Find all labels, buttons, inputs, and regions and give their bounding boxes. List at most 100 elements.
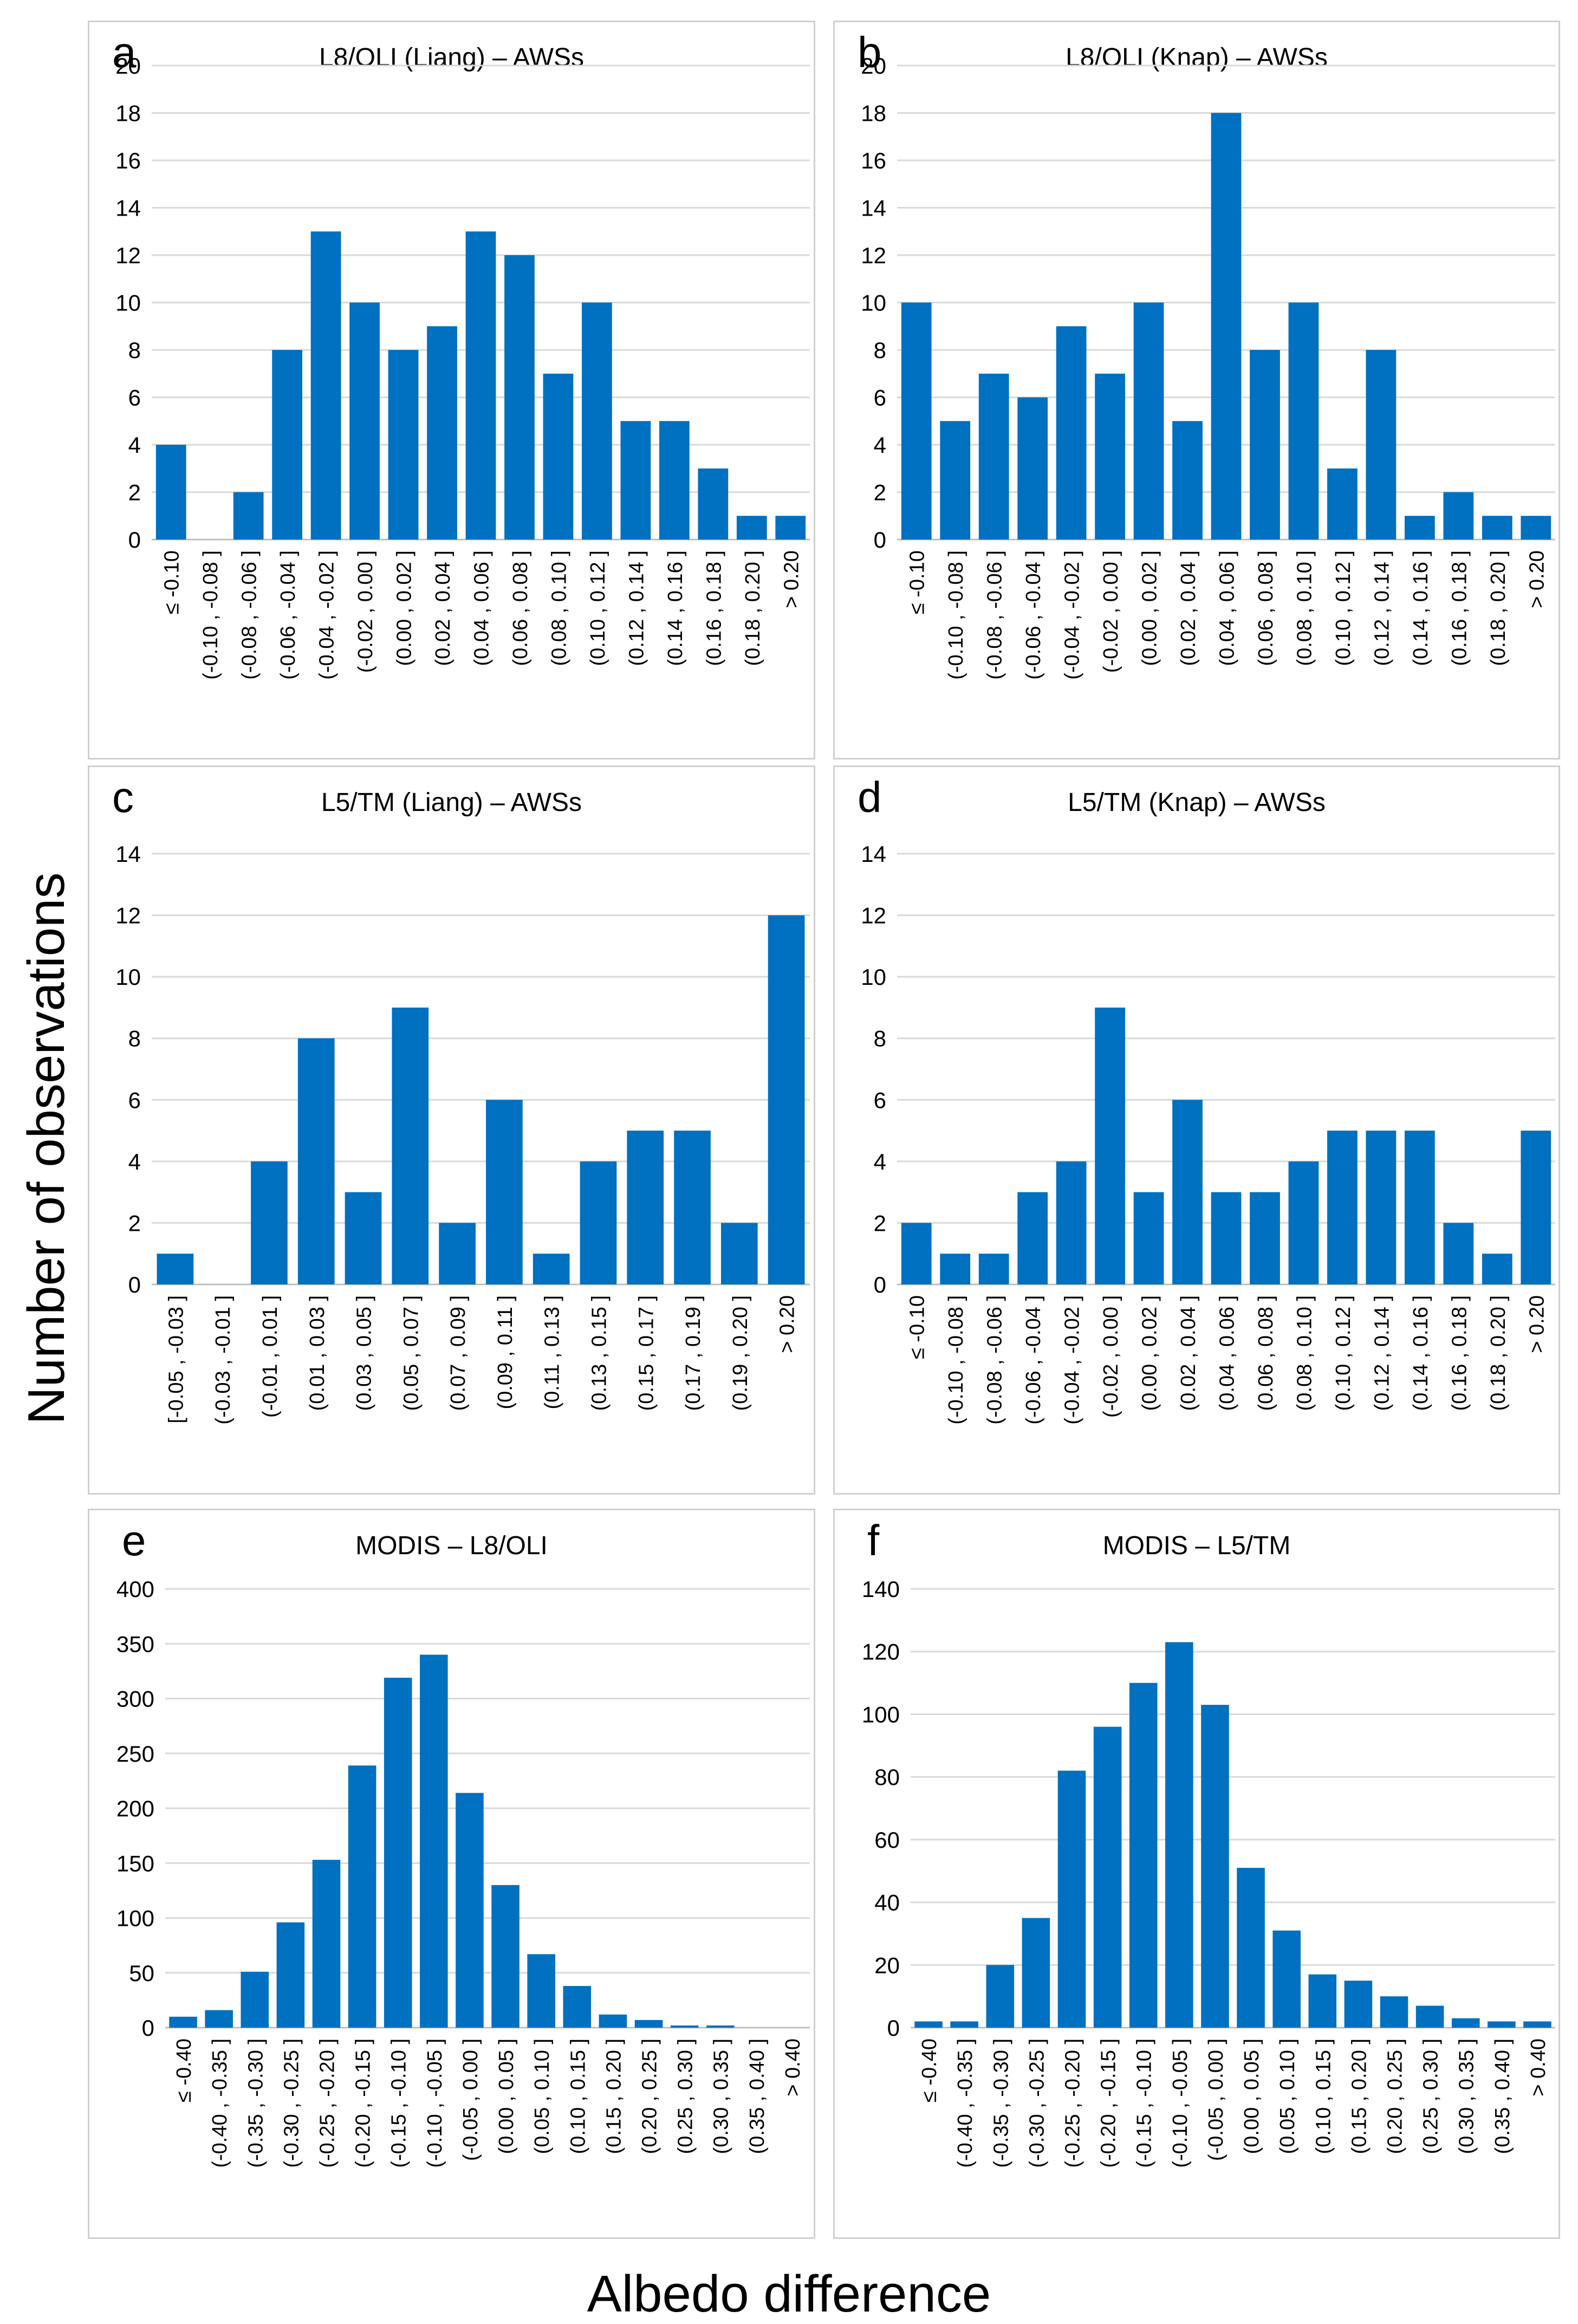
bar — [384, 1678, 412, 2028]
y-tick-label: 80 — [874, 1764, 900, 1790]
panel-letter: e — [122, 1516, 146, 1565]
chart-plot: 0 20 40 60 80 100 120 140 ≤ -0.40 (-0.40 , -0.35 … — [862, 1576, 1555, 2168]
bar — [582, 302, 612, 540]
y-tick-label: 12 — [861, 903, 886, 929]
x-axis-label: Albedo difference — [587, 2265, 991, 2323]
x-tick-label: (-0.08 , -0.06 ] — [238, 550, 261, 680]
x-tick-label: (0.05 , 0.07 ] — [400, 1295, 423, 1411]
x-tick-label: (-0.06 , -0.04 ] — [277, 550, 300, 680]
chart-title: L8/OLI (Knap) – AWSs — [1066, 43, 1328, 72]
bar — [1521, 516, 1551, 540]
x-tick-label: (0.15 , 0.20 ] — [602, 2039, 625, 2154]
bar — [1366, 350, 1397, 540]
bar — [1095, 1007, 1125, 1284]
x-tick-label: (0.12 , 0.14 ] — [625, 550, 648, 666]
bar — [427, 326, 457, 540]
x-tick-label: (0.07 , 0.09 ] — [447, 1295, 470, 1411]
x-tick-label: (0.12 , 0.14 ] — [1371, 550, 1393, 666]
y-tick-label: 16 — [861, 148, 886, 173]
x-tick-label: (-0.02 , 0.00 ] — [354, 550, 377, 673]
bar — [543, 373, 574, 540]
x-tick-label: (-0.06 , -0.04 ] — [1022, 550, 1045, 680]
bar — [1022, 1918, 1050, 2028]
x-tick-label: ≤ -0.10 — [906, 1295, 929, 1359]
x-tick-label: (0.35 , 0.40 ] — [746, 2039, 769, 2154]
y-tick-label: 18 — [115, 101, 141, 126]
x-tick-label: [-0.05 , -0.03 ] — [165, 1295, 187, 1424]
chart-title: L8/OLI (Liang) – AWSs — [319, 43, 585, 72]
y-tick-label: 40 — [874, 1890, 900, 1916]
panel-letter: c — [112, 773, 134, 821]
x-tick-label: (0.35 , 0.40 ] — [1491, 2039, 1514, 2154]
bar — [940, 421, 971, 540]
x-tick-label: (-0.20 , -0.15 ] — [352, 2039, 375, 2168]
y-tick-label: 2 — [874, 480, 886, 505]
x-tick-label: (-0.01 , 0.01 ] — [259, 1295, 282, 1418]
x-tick-label: > 0.40 — [1527, 2039, 1550, 2096]
y-axis-label: Number of observations — [17, 872, 75, 1424]
x-tick-label: (0.10 , 0.15 ] — [567, 2039, 589, 2154]
y-tick-label: 120 — [862, 1639, 900, 1665]
bar — [1172, 421, 1203, 540]
bar — [1404, 516, 1435, 540]
y-tick-label: 12 — [115, 243, 141, 268]
x-tick-label: (0.12 , 0.14 ] — [1371, 1295, 1393, 1411]
y-tick-label: 0 — [874, 527, 886, 553]
x-tick-label: (0.17 , 0.19 ] — [682, 1295, 705, 1411]
bar — [1250, 350, 1280, 540]
x-tick-label: (-0.06 , -0.04 ] — [1022, 1295, 1045, 1425]
x-tick-label: (0.09 , 0.11 ] — [494, 1295, 517, 1410]
x-tick-label: (0.16 , 0.18 ] — [1448, 550, 1471, 666]
bar — [1404, 1131, 1435, 1284]
x-tick-label: (0.02 , 0.04 ] — [432, 550, 454, 666]
bar — [297, 1038, 335, 1284]
x-tick-label: (-0.05 , 0.00 ] — [1205, 2039, 1228, 2161]
x-tick-label: (0.30 , 0.35 ] — [1456, 2039, 1478, 2154]
y-tick-label: 250 — [116, 1741, 154, 1767]
panel-e: e MODIS – L8/OLI 0 50 100 150 200 250 300 350 40… — [88, 1509, 815, 2239]
bar — [1237, 1867, 1265, 2028]
bar — [276, 1922, 305, 2028]
bar — [1451, 2018, 1480, 2028]
bar — [491, 1885, 519, 2028]
bar — [978, 1254, 1009, 1284]
bar — [486, 1100, 523, 1284]
panel-letter: f — [867, 1516, 880, 1565]
y-tick-label: 400 — [116, 1576, 154, 1602]
bar — [901, 302, 932, 540]
bar — [504, 255, 535, 540]
x-tick-label: (0.00 , 0.02 ] — [393, 550, 416, 666]
x-tick-label: (0.25 , 0.30 ] — [1420, 2039, 1443, 2154]
bar — [940, 1254, 971, 1284]
x-tick-label: (0.16 , 0.18 ] — [1448, 1295, 1471, 1411]
y-tick-label: 140 — [862, 1576, 900, 1602]
x-tick-label: (0.10 , 0.15 ] — [1312, 2039, 1335, 2154]
x-tick-label: (-0.04 , -0.02 ] — [1061, 1295, 1084, 1425]
x-tick-label: (-0.20 , -0.15 ] — [1098, 2039, 1120, 2168]
x-tick-label: (0.14 , 0.16 ] — [664, 550, 687, 666]
y-tick-label: 6 — [874, 1087, 886, 1113]
bar — [1488, 2021, 1516, 2028]
chart-plot: 0 2 4 6 8 10 12 14 16 18 20 ≤ -0.10 (-0.10 , -0.08 ]… — [115, 53, 810, 680]
x-tick-label: (-0.02 , 0.00 ] — [1100, 1295, 1122, 1418]
panel-f: f MODIS – L5/TM 0 20 40 60 80 100 120 140 ≤ -0.4… — [833, 1509, 1560, 2239]
x-tick-label: ≤ -0.40 — [918, 2039, 941, 2102]
y-tick-label: 10 — [115, 964, 141, 990]
bar — [272, 350, 303, 540]
chart-plot: 0 2 4 6 8 10 12 14 ≤ -0.10 (-0.10 , -0.08 ] (-0.08… — [861, 841, 1555, 1425]
x-tick-label: (0.10 , 0.12 ] — [1332, 550, 1355, 666]
x-tick-label: (0.04 , 0.06 ] — [1216, 1295, 1239, 1411]
bar — [986, 1965, 1015, 2028]
bar — [1250, 1192, 1280, 1284]
x-tick-label: (0.00 , 0.02 ] — [1139, 550, 1161, 666]
bar — [1443, 492, 1474, 540]
bar — [1482, 1254, 1512, 1284]
bar — [634, 2020, 663, 2028]
x-tick-label: (-0.30 , -0.25 ] — [280, 2039, 303, 2168]
bar — [914, 2021, 943, 2028]
chart-title: L5/TM (Knap) – AWSs — [1068, 788, 1326, 817]
x-tick-label: > 0.20 — [776, 1295, 799, 1353]
bar — [1095, 373, 1125, 540]
x-tick-label: (0.02 , 0.04 ] — [1177, 1295, 1200, 1411]
x-tick-label: (-0.08 , -0.06 ] — [984, 550, 1006, 680]
